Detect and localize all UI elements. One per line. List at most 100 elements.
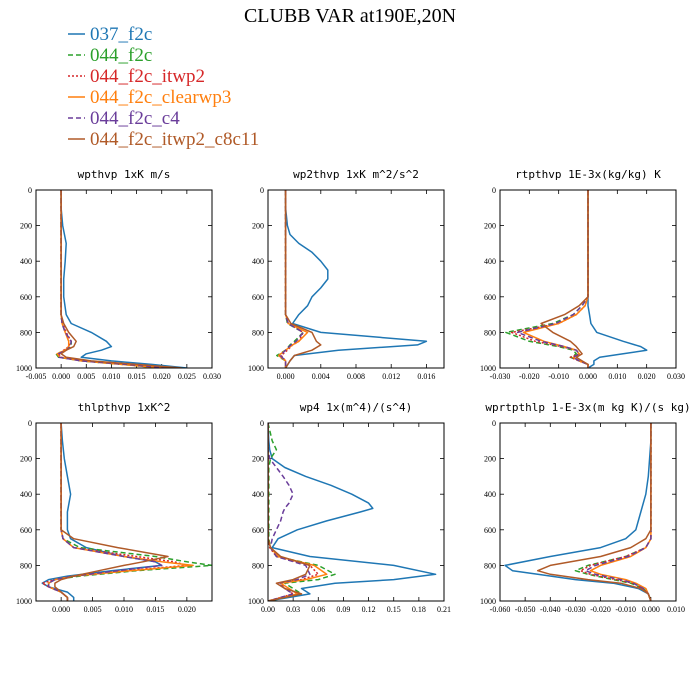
series-group xyxy=(505,190,648,368)
x-tick-label: 0.010 xyxy=(608,372,626,381)
x-tick-label: 0.020 xyxy=(153,372,171,381)
series-line xyxy=(60,190,187,368)
series-line xyxy=(504,423,652,601)
y-tick-label: 0 xyxy=(260,419,264,428)
series-line xyxy=(60,190,182,368)
x-tick-label: 0.18 xyxy=(412,605,426,614)
y-tick-label: 800 xyxy=(20,328,32,337)
series-line xyxy=(47,423,212,601)
y-tick-label: 800 xyxy=(20,561,32,570)
legend-label: 037_f2c xyxy=(90,24,152,45)
plot-frame xyxy=(35,422,213,602)
series-line xyxy=(56,190,162,368)
y-tick-label: 0 xyxy=(492,186,496,195)
panel-title: rtpthvp 1E-3x(kg/kg) K xyxy=(515,168,661,181)
x-tick-label: 0.012 xyxy=(382,372,400,381)
plot-frame xyxy=(499,422,677,602)
y-tick-label: 1000 xyxy=(480,364,496,373)
x-tick-label: 0.020 xyxy=(178,605,196,614)
x-tick-label: 0.010 xyxy=(115,605,133,614)
series-line xyxy=(47,423,194,601)
series-line xyxy=(510,190,589,368)
y-tick-label: 400 xyxy=(252,257,264,266)
y-tick-label: 800 xyxy=(252,561,264,570)
panel: rtpthvp 1E-3x(kg/kg) K02004006008001000-… xyxy=(480,168,685,381)
y-tick-label: 1000 xyxy=(16,364,32,373)
y-tick-label: 0 xyxy=(260,186,264,195)
panel: wpthvp 1xK m/s 0 200 400 600 800 1000-0.005 0.0… xyxy=(16,168,221,381)
plot-frame xyxy=(267,422,445,602)
y-tick-label: 0 xyxy=(492,419,496,428)
legend-label: 044_f2c_c4 xyxy=(90,108,180,129)
y-tick-label: 200 xyxy=(484,455,496,464)
series-line xyxy=(268,423,311,601)
series-line xyxy=(280,190,304,368)
x-tick-label: 0.000 xyxy=(52,605,70,614)
x-tick-label: 0.000 xyxy=(642,605,660,614)
y-tick-label: 800 xyxy=(484,328,496,337)
plot-frame xyxy=(35,189,213,369)
y-tick-label: 400 xyxy=(484,490,496,499)
x-tick-label: -0.010 xyxy=(548,372,569,381)
y-tick-label: 600 xyxy=(252,526,264,535)
y-tick-label: 400 xyxy=(252,490,264,499)
y-tick-label: 400 xyxy=(20,490,32,499)
x-tick-label: 0.06 xyxy=(311,605,325,614)
x-tick-label: 0.09 xyxy=(336,605,350,614)
y-tick-label: 600 xyxy=(252,293,264,302)
x-tick-label: 0.025 xyxy=(178,372,196,381)
y-tick-label: 200 xyxy=(252,222,264,231)
legend-label: 044_f2c xyxy=(90,45,152,66)
series-line xyxy=(589,423,652,601)
series-line xyxy=(268,423,437,601)
x-tick-label: -0.030 xyxy=(565,605,586,614)
legend-entry: 037_f2c xyxy=(68,24,152,45)
x-tick-label: 0.000 xyxy=(52,372,70,381)
series-line xyxy=(284,190,322,368)
y-tick-label: 1000 xyxy=(248,364,264,373)
series-line xyxy=(284,190,428,368)
x-tick-label: 0.15 xyxy=(387,605,401,614)
y-tick-label: 800 xyxy=(252,328,264,337)
x-tick-label: 0.000 xyxy=(579,372,597,381)
legend-label: 044_f2c_itwp2 xyxy=(90,66,205,87)
y-tick-label: 1000 xyxy=(248,597,264,606)
x-tick-label: 0.015 xyxy=(128,372,146,381)
y-tick-label: 800 xyxy=(484,561,496,570)
x-tick-label: 0.03 xyxy=(286,605,300,614)
series-group xyxy=(276,190,428,368)
y-tick-label: 600 xyxy=(484,526,496,535)
y-tick-label: 400 xyxy=(20,257,32,266)
legend-entry: 044_f2c xyxy=(68,45,152,66)
figure-title: CLUBB VAR at190E,20N xyxy=(244,5,456,27)
x-tick-label: 0.020 xyxy=(638,372,656,381)
series-line xyxy=(574,423,652,601)
legend-entry: 044_f2c_clearwp3 xyxy=(68,87,231,108)
legend-label: 044_f2c_itwp2_c8c11 xyxy=(90,129,259,150)
x-tick-label: -0.030 xyxy=(490,372,511,381)
x-tick-label: 0.004 xyxy=(312,372,330,381)
x-tick-label: 0.00 xyxy=(261,605,275,614)
series-group xyxy=(268,423,437,601)
series-line xyxy=(268,423,311,601)
x-tick-label: 0.12 xyxy=(362,605,376,614)
y-tick-label: 200 xyxy=(20,455,32,464)
legend-label: 044_f2c_clearwp3 xyxy=(90,87,231,108)
y-tick-label: 1000 xyxy=(16,597,32,606)
y-tick-label: 200 xyxy=(252,455,264,464)
series-line xyxy=(47,423,163,601)
legend-entry: 044_f2c_itwp2 xyxy=(68,66,205,87)
panel-title: wp4 1x(m^4)/(s^4) xyxy=(300,401,413,414)
series-line xyxy=(268,423,336,601)
panel: wp2thvp 1xK m^2/s^2 0 200 400 600 800 1000 0.00… xyxy=(248,168,445,381)
y-tick-label: 200 xyxy=(20,222,32,231)
series-group xyxy=(41,423,212,601)
x-tick-label: -0.020 xyxy=(519,372,540,381)
plot-frame xyxy=(499,189,677,369)
y-tick-label: 1000 xyxy=(480,597,496,606)
panel-title: wprtpthlp 1-E-3x(m kg K)/(s kg) xyxy=(485,401,690,414)
panel: thlpthvp 1xK^2 0 200 400 600 800 1000 0.000 0.00… xyxy=(16,401,213,614)
series-line xyxy=(54,423,169,601)
